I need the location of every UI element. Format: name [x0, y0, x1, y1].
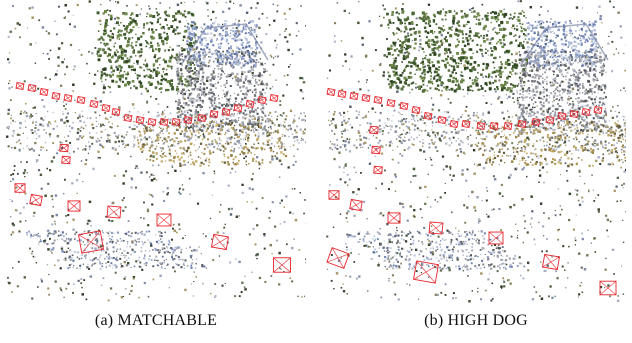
caption-name: MATCHABLE [117, 312, 218, 329]
point-cloud-panel-high-dog [326, 0, 626, 306]
camera-frustum [593, 105, 603, 115]
camera-frustum [337, 89, 347, 99]
camera-frustum [14, 183, 26, 193]
camera-frustum [183, 115, 193, 125]
camera-frustum [15, 81, 25, 91]
caption-name: HIGH DOG [447, 312, 528, 329]
camera-frustum [76, 95, 86, 105]
camera-frustum [517, 119, 527, 129]
camera-frustum [63, 93, 73, 103]
camera-frustum [101, 103, 111, 113]
camera-frustum [135, 115, 145, 125]
camera-frustum [269, 93, 279, 103]
camera-frustum [369, 125, 379, 135]
camera-frustum [386, 98, 396, 108]
camera-frustum [106, 205, 122, 219]
camera-frustum [29, 193, 43, 207]
camera-frustum [111, 107, 121, 117]
camera-frustum [147, 117, 157, 127]
camera-frustum [257, 95, 267, 105]
caption-label: (a) [94, 312, 114, 329]
camera-frustum [78, 230, 104, 254]
camera-frustum [437, 115, 447, 125]
caption-b: (b) HIGH DOG [326, 312, 626, 330]
camera-frustum [387, 212, 401, 224]
camera-frustum [39, 87, 49, 97]
camera-frustum [461, 119, 471, 129]
camera-frustum [531, 117, 541, 127]
camera-frustum [156, 213, 172, 227]
camera-frustum [123, 113, 133, 123]
camera-frustum [328, 190, 340, 200]
camera-frustum [245, 99, 255, 109]
camera-frustum [413, 260, 439, 284]
camera-frustum [488, 231, 504, 245]
caption-label: (b) [424, 312, 444, 329]
camera-frustum [373, 95, 383, 105]
camera-frustum [545, 115, 555, 125]
caption-a: (a) MATCHABLE [6, 312, 306, 330]
camera-frustum [51, 91, 61, 101]
camera-frustum [233, 103, 243, 113]
camera-frustum [581, 107, 591, 117]
camera-frustum [476, 121, 486, 131]
camera-frustum [349, 198, 363, 212]
camera-frustum [541, 253, 561, 271]
camera-frustum [27, 83, 37, 93]
camera-frustum [428, 221, 444, 235]
camera-frustum [326, 87, 336, 97]
camera-frustum [59, 143, 69, 153]
camera-frustum [171, 117, 181, 127]
camera-frustum [423, 111, 433, 121]
camera-frustum [221, 107, 231, 117]
camera-frustum [210, 233, 230, 251]
camera-frustum [599, 280, 617, 296]
point-cloud-panel-matchable [6, 0, 306, 306]
camera-frustum [489, 121, 499, 131]
camera-frustum [411, 105, 421, 115]
camera-frustum [449, 119, 459, 129]
camera-frustum [557, 111, 567, 121]
camera-frustum [371, 145, 381, 155]
camera-frustum [373, 165, 383, 175]
camera-frustum [503, 121, 513, 131]
camera-frustum [159, 117, 169, 127]
camera-frustum [61, 155, 71, 165]
camera-frustum [89, 99, 99, 109]
camera-frustum [349, 91, 359, 101]
camera-frustum [326, 247, 350, 269]
point-cloud-render [6, 0, 306, 302]
camera-frustum [399, 101, 409, 111]
point-cloud-render [326, 0, 626, 303]
camera-frustum [209, 109, 219, 119]
camera-frustum [67, 200, 81, 212]
camera-frustum [361, 93, 371, 103]
camera-frustum [273, 257, 291, 273]
camera-frustum [569, 109, 579, 119]
camera-frustum [197, 113, 207, 123]
